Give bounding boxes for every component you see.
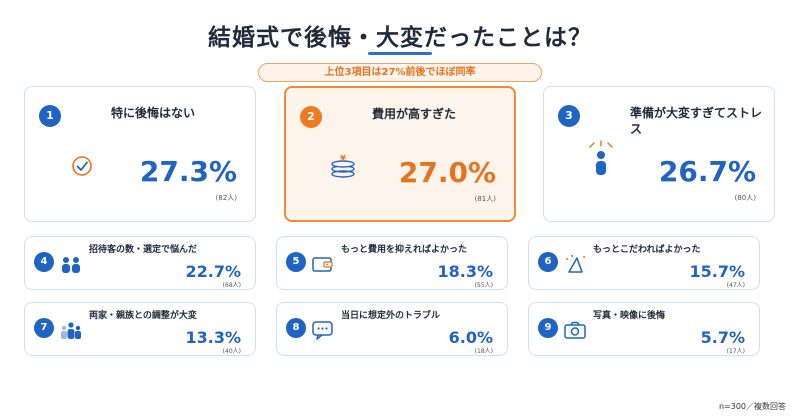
sample-size-note: n=300／複数回答 bbox=[718, 402, 786, 411]
small-card-6: 6 もっとこだわればよかった 15.7% (47人) bbox=[528, 236, 760, 290]
item-percentage: 27.0% bbox=[398, 156, 496, 189]
item-label: 招待客の数・選定で悩んだ bbox=[89, 245, 198, 255]
item-label: もっとこだわればよかった bbox=[593, 245, 701, 255]
item-count: (18人) bbox=[474, 348, 493, 355]
item-label: もっと費用を抑えればよかった bbox=[341, 245, 468, 255]
item-count: (80人) bbox=[734, 194, 756, 202]
item-count: (55人) bbox=[474, 282, 493, 289]
coin-stack-icon: ¥ bbox=[331, 154, 355, 178]
item-count: (68人) bbox=[222, 282, 241, 289]
summary-banner: 上位3項目は27%前後でほぼ同率 bbox=[258, 63, 542, 82]
item-count: (81人) bbox=[474, 195, 496, 203]
rank-badge: 3 bbox=[558, 105, 580, 127]
top-card-2: 2 費用が高すぎた ¥ 27.0% (81人) bbox=[284, 86, 516, 222]
item-percentage: 15.7% bbox=[689, 262, 745, 281]
item-percentage: 5.7% bbox=[700, 328, 745, 347]
guests-icon bbox=[62, 257, 80, 273]
small-card-8: 8 当日に想定外のトラブル 6.0% (18人) bbox=[276, 302, 508, 356]
item-count: (40人) bbox=[222, 348, 241, 355]
item-count: (47人) bbox=[726, 282, 745, 289]
svg-text:¥: ¥ bbox=[340, 154, 346, 163]
small-card-5: 5 もっと費用を抑えればよかった 18.3% (55人) bbox=[276, 236, 508, 290]
item-label: 両家・親族との調整が大変 bbox=[89, 311, 197, 321]
item-label: 準備が大変すぎてストレス bbox=[630, 106, 763, 136]
rank-badge: 4 bbox=[34, 252, 54, 272]
rank-badge: 1 bbox=[39, 105, 61, 127]
camera-icon bbox=[564, 321, 586, 339]
checkmark-circle-icon bbox=[72, 156, 92, 176]
item-percentage: 6.0% bbox=[448, 328, 493, 347]
item-label: 費用が高すぎた bbox=[372, 107, 457, 121]
page-title: 結婚式で後悔・大変だったことは？ bbox=[208, 25, 592, 51]
family-icon bbox=[61, 322, 81, 339]
item-count: (17人) bbox=[726, 348, 745, 355]
rank-badge: 8 bbox=[286, 318, 306, 338]
rank-badge: 5 bbox=[286, 252, 306, 272]
top-card-1: 1 特に後悔はない 27.3% (82人) bbox=[24, 86, 256, 222]
item-label: 特に後悔はない bbox=[111, 106, 196, 120]
stressed-person-icon bbox=[589, 140, 613, 175]
party-hat-icon bbox=[566, 255, 585, 273]
title-underline bbox=[368, 52, 432, 55]
rank-badge: 2 bbox=[300, 106, 322, 128]
small-card-4: 4 招待客の数・選定で悩んだ 22.7% (68人) bbox=[24, 236, 256, 290]
small-card-9: 9 写真・映像に後悔 5.7% (17人) bbox=[528, 302, 760, 356]
item-count: (82人) bbox=[215, 194, 237, 202]
item-percentage: 22.7% bbox=[185, 262, 241, 281]
top-card-3: 3 準備が大変すぎてストレス 26.7% (80人) bbox=[543, 86, 775, 222]
chat-bubble-icon bbox=[312, 321, 333, 340]
item-percentage: 13.3% bbox=[185, 328, 241, 347]
item-percentage: 26.7% bbox=[658, 155, 756, 188]
item-percentage: 18.3% bbox=[437, 262, 493, 281]
rank-badge: 7 bbox=[34, 318, 54, 338]
rank-badge: 9 bbox=[538, 318, 558, 338]
item-label: 写真・映像に後悔 bbox=[593, 311, 666, 321]
wallet-icon bbox=[312, 257, 333, 272]
rank-badge: 6 bbox=[538, 252, 558, 272]
item-label: 当日に想定外のトラブル bbox=[341, 311, 441, 321]
item-percentage: 27.3% bbox=[139, 155, 237, 188]
small-card-7: 7 両家・親族との調整が大変 13.3% (40人) bbox=[24, 302, 256, 356]
